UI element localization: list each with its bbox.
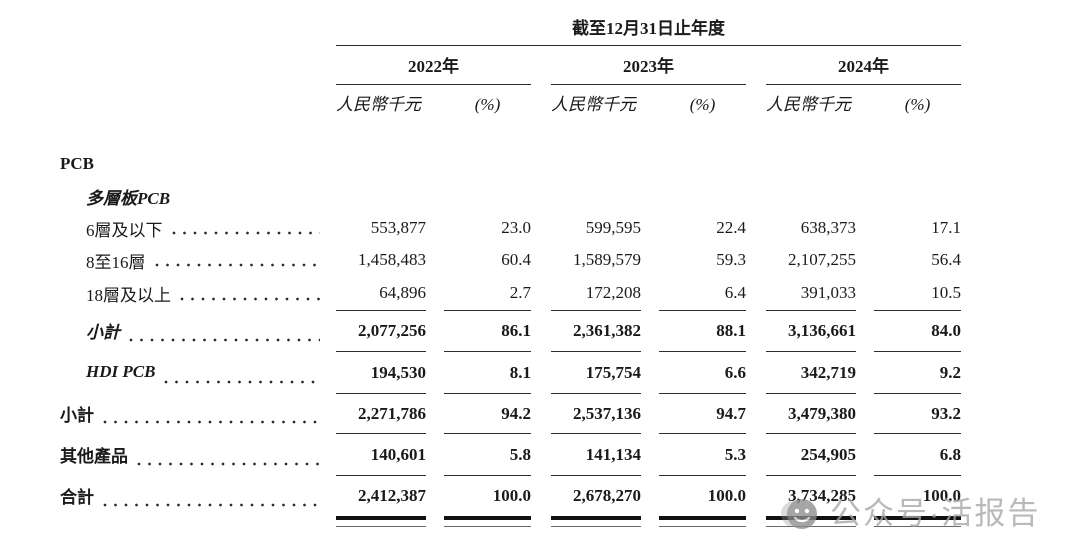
row-label: 8至16層 — [86, 252, 146, 272]
cell-2023-value: 599,595 — [585, 218, 641, 237]
cell-2023-value: 141,134 — [551, 433, 641, 475]
cell-2022-pct: 2.7 — [509, 283, 531, 302]
cell-2024-pct: 10.5 — [931, 283, 961, 302]
cell-2022-value: 64,896 — [379, 283, 426, 302]
row-label: 合計 — [60, 488, 94, 507]
cell-2024-pct: 17.1 — [931, 218, 961, 237]
cell-2022-pct: 94.2 — [444, 393, 531, 433]
row-label: 6層及以下 — [86, 220, 163, 240]
cell-2024-pct: 6.8 — [874, 433, 961, 475]
cell-2024-pct: 56.4 — [931, 250, 961, 269]
year-header-2024: 2024年 — [766, 46, 961, 85]
cell-2024-value: 2,107,255 — [788, 250, 856, 269]
unit-header-row: 人民幣千元 (%) 人民幣千元 (%) 人民幣千元 (%) — [60, 85, 961, 120]
cell-2022-value: 140,601 — [336, 433, 426, 475]
cell-2023-pct: 94.7 — [659, 393, 746, 433]
cell-2023-value: 1,589,579 — [573, 250, 641, 269]
cell-2024-value: 391,033 — [800, 283, 856, 302]
cell-2023-value: 172,208 — [585, 283, 641, 302]
dot-leader — [164, 380, 320, 384]
cell-2023-value: 2,678,270 — [551, 475, 641, 516]
row-label: 18層及以上 — [86, 285, 171, 305]
total-double-rule — [60, 516, 961, 530]
cell-2022-value: 2,412,387 — [336, 475, 426, 516]
table-row-subtotal-pcb: 小計 2,271,786 94.2 2,537,136 94.7 3,479,3… — [60, 393, 961, 433]
row-label: HDI PCB — [86, 362, 156, 381]
pct-label-2024: (%) — [904, 95, 931, 114]
year-header-row: 2022年 2023年 2024年 — [336, 46, 961, 85]
cell-2023-pct: 5.3 — [659, 433, 746, 475]
cell-2023-value: 2,361,382 — [551, 310, 641, 351]
table-period-title: 截至12月31日止年度 — [336, 12, 961, 46]
cell-2022-pct: 100.0 — [444, 475, 531, 516]
cell-2023-pct: 88.1 — [659, 310, 746, 351]
dot-leader — [129, 338, 320, 342]
dot-leader — [137, 462, 320, 466]
cell-2023-pct: 6.4 — [724, 283, 746, 302]
column-gap — [531, 46, 551, 85]
column-gap — [746, 46, 766, 85]
dot-leader — [154, 263, 320, 267]
cell-2022-pct: 5.8 — [444, 433, 531, 475]
year-header-2023: 2023年 — [551, 46, 746, 85]
cell-2022-value: 2,077,256 — [336, 310, 426, 351]
table-row-total: 合計 2,412,387 100.0 2,678,270 100.0 3,734… — [60, 475, 961, 516]
table-row-subtotal-multilayer: 小計 2,077,256 86.1 2,361,382 88.1 3,136,6… — [60, 310, 961, 351]
dot-leader — [103, 420, 320, 424]
cell-2022-value: 194,530 — [336, 351, 426, 393]
revenue-breakdown-table: 截至12月31日止年度 2022年 2023年 2024年 人民幣千元 (%) … — [60, 12, 961, 530]
pct-label-2022: (%) — [474, 95, 501, 114]
row-label: 其他產品 — [60, 446, 128, 466]
dot-leader — [171, 231, 320, 235]
unit-label-2024: 人民幣千元 — [766, 95, 851, 114]
table-row-other-products: 其他產品 140,601 5.8 141,134 5.3 254,905 6.8 — [60, 433, 961, 475]
row-label: 多層板PCB — [86, 188, 171, 208]
cell-2024-pct: 84.0 — [874, 310, 961, 351]
table-row-multilayer-heading: 多層板PCB — [60, 180, 961, 212]
cell-2023-value: 2,537,136 — [551, 393, 641, 433]
table-row-layer8-16: 8至16層 1,458,483 60.4 1,589,579 59.3 2,10… — [60, 244, 961, 276]
cell-2022-pct: 23.0 — [501, 218, 531, 237]
cell-2024-value: 342,719 — [766, 351, 856, 393]
row-label: 小計 — [60, 405, 94, 425]
table-row-layer6: 6層及以下 553,877 23.0 599,595 22.4 638,373 … — [60, 212, 961, 244]
cell-2024-value: 638,373 — [800, 218, 856, 237]
cell-2023-pct: 59.3 — [716, 250, 746, 269]
table-row-pcb-heading: PCB — [60, 148, 961, 180]
row-label: 小計 — [86, 323, 120, 342]
row-label: PCB — [60, 154, 94, 173]
cell-2022-pct: 60.4 — [501, 250, 531, 269]
cell-2024-value: 254,905 — [766, 433, 856, 475]
cell-2024-pct: 93.2 — [874, 393, 961, 433]
cell-2023-value: 175,754 — [551, 351, 641, 393]
cell-2023-pct: 100.0 — [659, 475, 746, 516]
cell-2022-pct: 8.1 — [444, 351, 531, 393]
year-header-2022: 2022年 — [336, 46, 531, 85]
dot-leader — [180, 297, 320, 301]
unit-label-2022: 人民幣千元 — [336, 95, 421, 114]
cell-2023-pct: 6.6 — [659, 351, 746, 393]
cell-2022-value: 2,271,786 — [336, 393, 426, 433]
cell-2022-pct: 86.1 — [444, 310, 531, 351]
pct-label-2023: (%) — [689, 95, 716, 114]
dot-leader — [103, 503, 320, 507]
cell-2022-value: 553,877 — [370, 218, 426, 237]
table-row-layer18plus: 18層及以上 64,896 2.7 172,208 6.4 391,033 10… — [60, 276, 961, 310]
cell-2024-pct: 100.0 — [874, 475, 961, 516]
cell-2023-pct: 22.4 — [716, 218, 746, 237]
cell-2024-pct: 9.2 — [874, 351, 961, 393]
cell-2024-value: 3,136,661 — [766, 310, 856, 351]
cell-2024-value: 3,734,285 — [766, 475, 856, 516]
table-row-hdi-pcb: HDI PCB 194,530 8.1 175,754 6.6 342,719 … — [60, 351, 961, 393]
unit-label-2023: 人民幣千元 — [551, 95, 636, 114]
cell-2024-value: 3,479,380 — [766, 393, 856, 433]
cell-2022-value: 1,458,483 — [358, 250, 426, 269]
